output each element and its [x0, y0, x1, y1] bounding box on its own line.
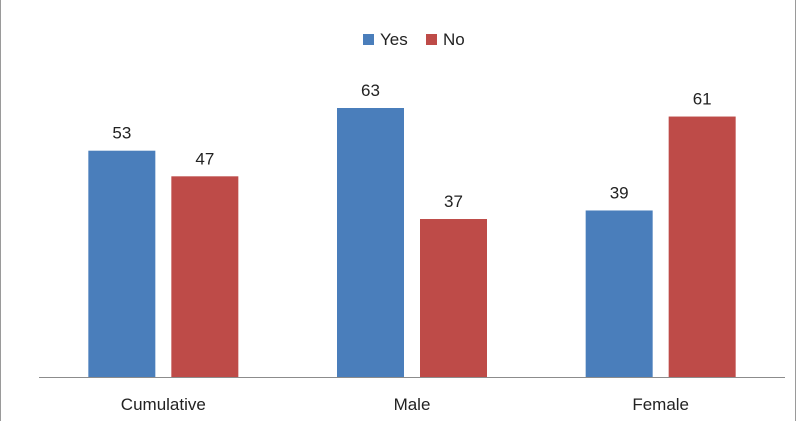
category-label-female: Female: [632, 395, 689, 414]
legend-label-no: No: [443, 30, 465, 49]
data-label-no-cumulative: 47: [195, 149, 214, 168]
bar-yes-female: [585, 210, 653, 377]
data-label-yes-cumulative: 53: [112, 124, 131, 143]
data-labels-group: 53 47 63 37 39 61: [112, 81, 711, 211]
bar-no-cumulative: [171, 176, 239, 377]
category-labels-group: Cumulative Male Female: [121, 395, 689, 414]
bar-yes-male: [337, 108, 404, 377]
legend: Yes No: [363, 30, 465, 49]
legend-swatch-yes: [363, 34, 374, 45]
data-label-yes-male: 63: [361, 81, 380, 100]
bar-no-male: [420, 219, 487, 377]
legend-label-yes: Yes: [380, 30, 408, 49]
category-label-male: Male: [394, 395, 431, 414]
data-label-no-female: 61: [693, 90, 712, 109]
legend-swatch-no: [426, 34, 437, 45]
bars-group: [88, 108, 736, 378]
bar-no-female: [668, 116, 736, 378]
data-label-no-male: 37: [444, 192, 463, 211]
category-label-cumulative: Cumulative: [121, 395, 206, 414]
bar-yes-cumulative: [88, 150, 156, 377]
data-label-yes-female: 39: [610, 183, 629, 202]
